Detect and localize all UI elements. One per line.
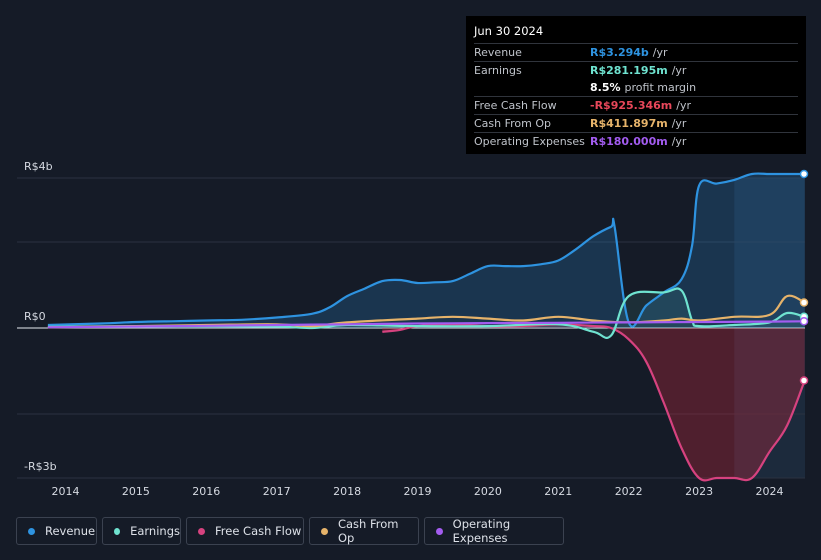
tooltip-unit: /yr xyxy=(671,64,687,77)
legend-item-free-cash-flow[interactable]: Free Cash Flow xyxy=(186,517,304,545)
x-tick-label: 2020 xyxy=(474,485,502,498)
legend-label: Operating Expenses xyxy=(452,517,511,545)
series-line-revenue xyxy=(47,172,805,328)
series-line-earnings xyxy=(47,287,805,339)
tooltip-row: Cash From Op R$411.897m/yr xyxy=(474,114,798,132)
tooltip-value: R$281.195m xyxy=(590,64,668,77)
tooltip-label: Free Cash Flow xyxy=(474,99,557,112)
tooltip-unit: /yr xyxy=(652,46,668,59)
tooltip-value: R$180.000m xyxy=(590,135,668,148)
tooltip-label xyxy=(474,79,590,96)
tooltip-value: R$411.897m xyxy=(590,117,668,130)
area-revenue xyxy=(47,173,805,328)
x-tick-label: 2018 xyxy=(333,485,361,498)
y-tick-label: -R$3b xyxy=(24,460,57,473)
tooltip-label: Revenue xyxy=(474,46,522,59)
area-earnings xyxy=(47,288,805,338)
tooltip-date: Jun 30 2024 xyxy=(474,24,544,38)
tooltip-unit: /yr xyxy=(671,135,687,148)
y-tick-label: R$4b xyxy=(24,160,53,173)
legend-item-cash-from-op[interactable]: Cash From Op xyxy=(309,517,419,545)
end-point-cash-from-op xyxy=(799,298,809,307)
legend-item-operating-expenses[interactable]: Operating Expenses xyxy=(424,517,564,545)
data-tooltip: Jun 30 2024 Revenue R$3.294b/yr Earnings R$… xyxy=(466,16,806,154)
end-point-revenue xyxy=(799,169,809,179)
x-tick-label: 2024 xyxy=(756,485,784,498)
legend-label: Earnings xyxy=(130,524,180,538)
y-tick-label: R$0 xyxy=(24,310,46,323)
tooltip-row: 8.5% profit margin xyxy=(474,79,798,96)
end-point-free-cash-flow xyxy=(799,376,809,385)
legend-item-earnings[interactable]: Earnings xyxy=(102,517,181,545)
tooltip-unit: /yr xyxy=(671,117,687,130)
legend-label: Revenue xyxy=(45,524,96,538)
tooltip-label: Operating Expenses xyxy=(474,135,585,148)
legend-label: Free Cash Flow xyxy=(215,524,302,538)
x-tick-label: 2019 xyxy=(404,485,432,498)
legend-dot-icon xyxy=(321,527,328,535)
area-free-cash-flow xyxy=(382,324,805,481)
tooltip-label: Cash From Op xyxy=(474,117,552,130)
tooltip-row: Free Cash Flow -R$925.346m/yr xyxy=(474,96,798,114)
legend-dot-icon xyxy=(198,527,205,535)
x-tick-label: 2014 xyxy=(52,485,80,498)
legend-dot-icon xyxy=(114,527,121,535)
tooltip-unit: /yr xyxy=(676,99,692,112)
series-line-operating-expenses xyxy=(47,320,805,329)
x-tick-label: 2023 xyxy=(685,485,713,498)
tooltip-row: Earnings R$281.195m/yr xyxy=(474,61,798,79)
tooltip-value: -R$925.346m xyxy=(590,99,673,112)
legend-label: Cash From Op xyxy=(337,517,399,545)
legend-dot-icon xyxy=(28,527,35,535)
tooltip-unit: profit margin xyxy=(624,81,697,94)
x-tick-label: 2016 xyxy=(192,485,220,498)
tooltip-value: 8.5% xyxy=(590,81,621,94)
tooltip-row: Operating Expenses R$180.000m/yr xyxy=(474,132,798,150)
legend-item-revenue[interactable]: Revenue xyxy=(16,517,97,545)
x-tick-label: 2021 xyxy=(544,485,572,498)
tooltip-label: Earnings xyxy=(474,64,522,77)
end-point-operating-expenses xyxy=(799,317,809,326)
x-tick-label: 2017 xyxy=(263,485,291,498)
x-tick-label: 2015 xyxy=(122,485,150,498)
x-tick-label: 2022 xyxy=(615,485,643,498)
tooltip-value: R$3.294b xyxy=(590,46,649,59)
legend-dot-icon xyxy=(436,527,443,535)
tooltip-row: Revenue R$3.294b/yr xyxy=(474,43,798,61)
